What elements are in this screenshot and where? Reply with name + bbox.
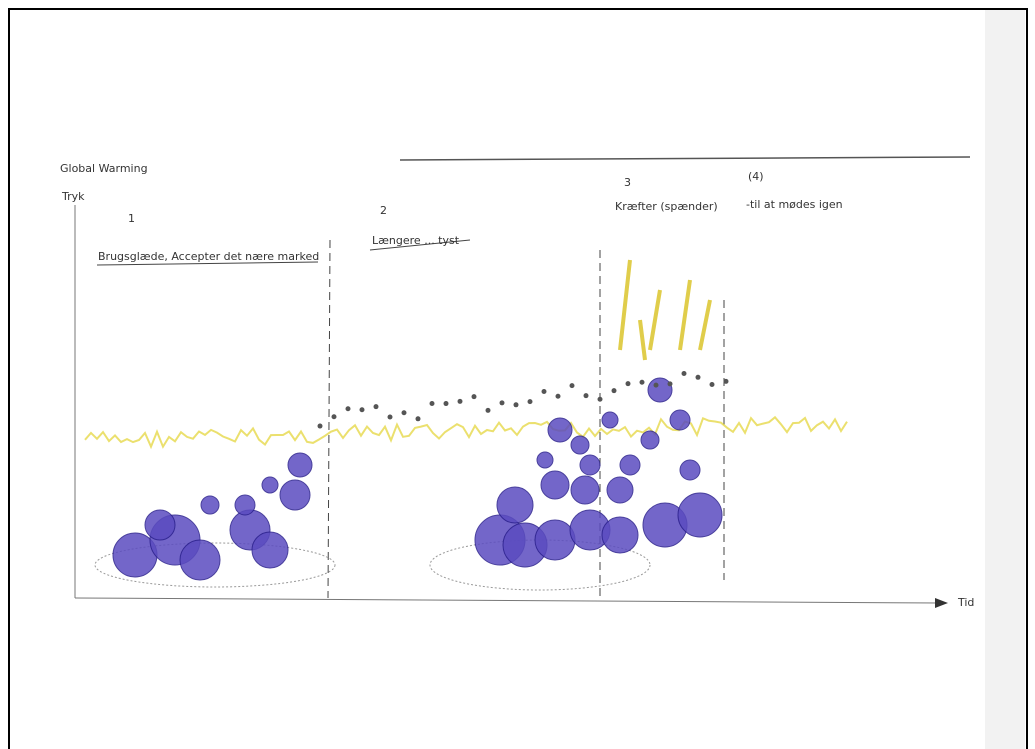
sketch-dot	[500, 400, 505, 405]
section-number: 2	[380, 204, 387, 217]
sketch-dot	[374, 404, 379, 409]
sketch-blob	[280, 480, 310, 510]
sketch-dot	[416, 416, 421, 421]
section-caption: -til at mødes igen	[746, 198, 843, 211]
sketch-blob	[252, 532, 288, 568]
sketch-blob	[670, 410, 690, 430]
scanned-sketch: Global Warming Tryk Tid 1 Brugsglæde, Ac…	[0, 0, 1035, 749]
sketch-blob	[288, 453, 312, 477]
sketch-dot	[724, 379, 729, 384]
sketch-blob	[535, 520, 575, 560]
sketch-blob	[580, 455, 600, 475]
sketch-blob	[201, 496, 219, 514]
section-caption: Brugsglæde, Accepter det nære marked	[98, 250, 319, 263]
sketch-dot	[654, 383, 659, 388]
sketch-blob	[145, 510, 175, 540]
sketch-dot	[430, 401, 435, 406]
sketch-dot	[570, 383, 575, 388]
sketch-dot	[640, 380, 645, 385]
sketch-dot	[346, 406, 351, 411]
sketch-dot	[612, 388, 617, 393]
sketch-blob	[602, 517, 638, 553]
sketch-dot	[696, 375, 701, 380]
sketch-dot	[402, 410, 407, 415]
sketch-dot	[332, 414, 337, 419]
section-number: 3	[624, 176, 631, 189]
section-caption: Kræfter (spænder)	[615, 200, 718, 213]
section-number: (4)	[748, 170, 764, 183]
section-number: 1	[128, 212, 135, 225]
sketch-dot	[542, 389, 547, 394]
sketch-blob	[648, 378, 672, 402]
y-axis-label: Tryk	[61, 190, 85, 203]
sketch-blob	[641, 431, 659, 449]
sketch-dot	[668, 381, 673, 386]
title: Global Warming	[60, 162, 148, 175]
paper-margin	[985, 10, 1025, 749]
sketch-blob	[607, 477, 633, 503]
sketch-dot	[710, 382, 715, 387]
sketch-dot	[444, 401, 449, 406]
sketch-blob	[571, 476, 599, 504]
sketch-dot	[598, 397, 603, 402]
sketch-dot	[584, 393, 589, 398]
sketch-blob	[680, 460, 700, 480]
sketch-blob	[548, 418, 572, 442]
section-caption: Længere ... tyst	[372, 234, 460, 247]
sketch-dot	[360, 407, 365, 412]
sketch-dot	[472, 394, 477, 399]
sketch-dot	[486, 408, 491, 413]
sketch-blob	[497, 487, 533, 523]
sketch-blob	[541, 471, 569, 499]
sketch-dot	[458, 399, 463, 404]
sketch-dot	[318, 424, 323, 429]
sketch-dot	[556, 394, 561, 399]
sketch-blob	[262, 477, 278, 493]
sketch-dot	[388, 414, 393, 419]
sketch-blob	[678, 493, 722, 537]
sketch-blob	[235, 495, 255, 515]
x-axis-label: Tid	[957, 596, 974, 609]
sketch-dot	[514, 402, 519, 407]
background	[0, 0, 1035, 749]
sketch-dot	[682, 371, 687, 376]
sketch-dot	[528, 399, 533, 404]
sketch-blob	[537, 452, 553, 468]
sketch-dot	[626, 381, 631, 386]
sketch-blob	[571, 436, 589, 454]
sketch-blob	[620, 455, 640, 475]
sketch-blob	[602, 412, 618, 428]
sketch-blob	[180, 540, 220, 580]
